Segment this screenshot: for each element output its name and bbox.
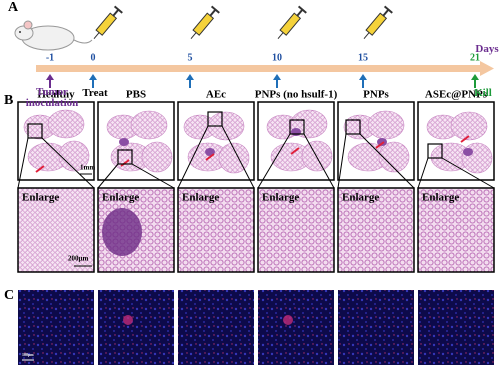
zoom-box — [27, 123, 43, 139]
panel-label: A — [8, 0, 19, 15]
fluorescence-image — [178, 290, 254, 365]
zoom-line — [441, 157, 495, 189]
zoom-line — [17, 137, 29, 189]
lung-lobe — [141, 141, 173, 173]
enlarge-label: Enlarge — [262, 192, 299, 204]
fluorescence-image — [338, 290, 414, 365]
zoom-box — [207, 111, 223, 127]
event-arrowhead — [471, 74, 479, 80]
zoom-box — [117, 149, 133, 165]
lung-lobe — [367, 110, 405, 140]
zoom-line — [41, 137, 95, 189]
lung-section — [23, 109, 90, 172]
enlarged-image — [417, 187, 495, 273]
event-arrowhead — [46, 74, 54, 80]
panel-label: B — [4, 93, 13, 108]
syringe-icon — [186, 5, 221, 43]
red-arrow — [205, 153, 215, 161]
lung-lobe — [378, 141, 410, 173]
group-title: Healthy — [37, 89, 75, 101]
event-label: Kill — [474, 87, 492, 99]
group-title: AEc — [206, 89, 226, 101]
zoom-line — [221, 125, 255, 189]
mouse-icon — [14, 20, 93, 51]
event-arrowhead — [186, 74, 194, 80]
lung-lobe — [58, 140, 90, 172]
fluorescence-spot — [123, 315, 133, 325]
timeline-bar — [36, 61, 494, 76]
lung-lobe — [218, 142, 250, 174]
red-arrow — [375, 141, 385, 149]
red-arrow — [35, 165, 45, 173]
zoom-line — [177, 125, 209, 189]
lung-lobe — [461, 142, 493, 174]
tumor-nodule — [102, 208, 142, 256]
group-title: PNPs (no hsulf-1) — [255, 89, 338, 101]
event-arrowhead — [89, 74, 97, 80]
zoom-box — [427, 143, 443, 159]
red-arrow — [120, 159, 130, 167]
day-tick-label: 5 — [188, 52, 193, 63]
scale-bar-label: 200μm — [68, 255, 88, 263]
zoom-line — [337, 133, 347, 189]
day-tick-label: -1 — [46, 52, 54, 63]
zoom-box — [289, 119, 305, 135]
zoom-line — [417, 157, 429, 189]
enlarge-label: Enlarge — [342, 192, 379, 204]
fluorescence-image — [258, 290, 334, 365]
fluorescence-spot — [283, 315, 293, 325]
zoom-line — [303, 133, 335, 189]
syringe-icon — [89, 5, 124, 43]
zoom-box — [345, 119, 361, 135]
event-label: Tumor inoculation — [25, 86, 79, 109]
days-label: Days — [475, 43, 499, 55]
fluorescence-image — [18, 290, 94, 365]
syringe-icon — [359, 5, 394, 43]
lesion — [119, 138, 129, 146]
red-arrow — [290, 147, 300, 155]
zoom-line — [359, 133, 415, 189]
group-title: ASEc@PNPs — [425, 89, 488, 101]
enlarged-image — [337, 187, 415, 273]
event-arrowhead — [359, 74, 367, 80]
lung-lobe — [130, 110, 168, 140]
event-label: Treat — [82, 87, 108, 99]
red-arrow — [460, 135, 470, 143]
enlarge-label: Enlarge — [422, 192, 459, 204]
enlarge-label: Enlarge — [22, 192, 59, 204]
event-arrowhead — [273, 74, 281, 80]
group-title: PBS — [126, 89, 146, 101]
lung-lobe — [301, 140, 333, 172]
day-tick-label: 10 — [272, 52, 282, 63]
day-tick-label: 15 — [358, 52, 368, 63]
enlarged-image — [177, 187, 255, 273]
fluorescence-image — [98, 290, 174, 365]
zoom-line — [257, 133, 291, 189]
lung-lobe — [450, 111, 488, 141]
scale-bar-label: 100μm — [22, 352, 34, 357]
enlarged-image — [257, 187, 335, 273]
day-tick-label: 21 — [470, 52, 480, 63]
lung-section — [426, 111, 493, 174]
lesion — [291, 128, 301, 136]
enlarge-label: Enlarge — [182, 192, 219, 204]
scale-bar-label: 1mm — [80, 164, 95, 172]
lung-section — [183, 111, 250, 174]
lesion — [463, 148, 473, 156]
zoom-line — [131, 163, 175, 189]
syringe-icon — [273, 5, 308, 43]
lesion — [377, 138, 387, 146]
day-tick-label: 0 — [91, 52, 96, 63]
enlarged-image — [17, 187, 95, 273]
fluorescence-image — [418, 290, 494, 365]
lung-lobe — [47, 109, 85, 139]
zoom-line — [97, 163, 119, 189]
group-title: PNPs — [363, 89, 389, 101]
panel-label: C — [4, 288, 14, 303]
enlarge-label: Enlarge — [102, 192, 139, 204]
